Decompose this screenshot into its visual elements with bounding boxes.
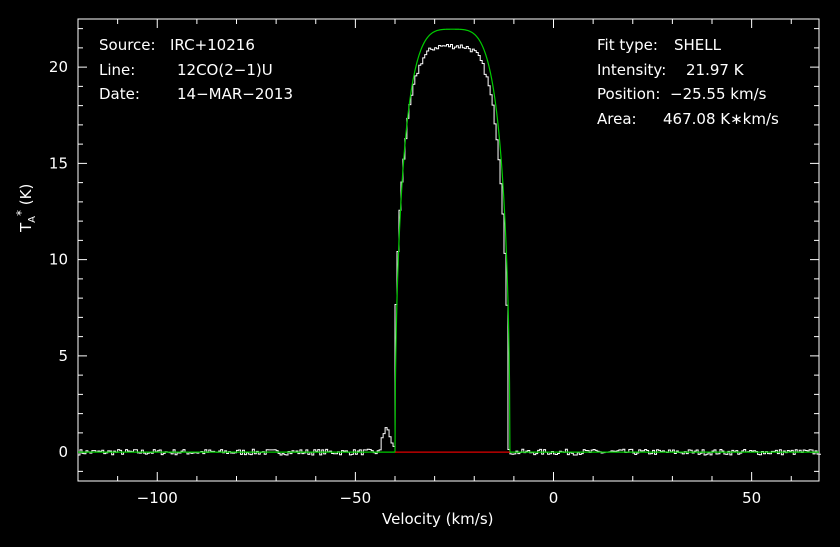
position-value: −25.55 km/s: [670, 85, 767, 103]
y-tick-label: 15: [49, 154, 68, 172]
fit-type-value: SHELL: [674, 36, 721, 54]
source-value: IRC+10216: [170, 36, 255, 54]
position-label: Position:: [597, 85, 661, 103]
x-tick-label: −100: [137, 489, 178, 507]
y-tick-label: 5: [58, 347, 68, 365]
source-label: Source:: [99, 36, 156, 54]
date-value: 14−MAR−2013: [177, 85, 294, 103]
axis-ticks: −100 −50 0 50 0 5 10 15 20: [49, 19, 819, 507]
y-tick-label: 0: [58, 443, 68, 461]
x-tick-label: 0: [549, 489, 559, 507]
plot-border: [77, 18, 820, 482]
y-axis-label: TA* (K): [14, 183, 38, 232]
plot-frame: [77, 18, 820, 482]
intensity-label: Intensity:: [597, 61, 667, 79]
line-value: 12CO(2−1)U: [177, 61, 273, 79]
x-axis-label: Velocity (km/s): [382, 510, 494, 528]
intensity-value: 21.97 K: [686, 61, 744, 79]
x-tick-label: 50: [742, 489, 761, 507]
x-tick-label: −50: [340, 489, 372, 507]
y-tick-label: 20: [49, 58, 68, 76]
observed-spectrum-line: [78, 43, 821, 456]
spectrum-series: [78, 28, 821, 456]
fit-type-label: Fit type:: [597, 36, 658, 54]
area-value: 467.08 K∗km/s: [663, 110, 779, 128]
y-tick-label: 10: [49, 251, 68, 269]
area-label: Area:: [597, 110, 637, 128]
date-label: Date:: [99, 85, 140, 103]
shell-fit-line: [78, 28, 819, 453]
line-label: Line:: [99, 61, 136, 79]
